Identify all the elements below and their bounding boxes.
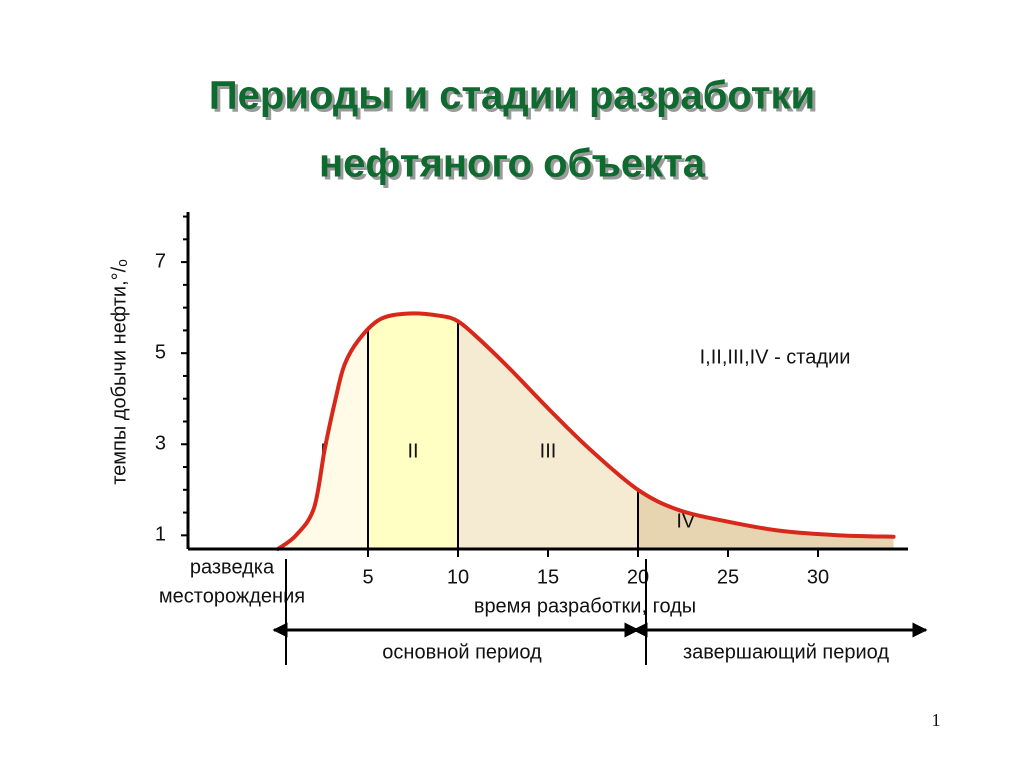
stage-area: [638, 313, 894, 549]
x-tick-label: 10: [447, 566, 469, 588]
stage-label: II: [407, 440, 418, 462]
exploration-label: месторождения: [159, 585, 305, 607]
y-axis-label: темпы добычи нефти,°/ₒ: [108, 259, 130, 485]
y-tick-label: 3: [155, 433, 166, 455]
y-tick-label: 7: [155, 250, 166, 272]
production-curve: [276, 311, 896, 551]
note: I,II,III,IV - стадии: [700, 346, 851, 368]
y-tick-label: 1: [155, 524, 166, 546]
title: нефтяного объекта: [319, 142, 706, 186]
stage-area: [278, 313, 368, 549]
period-label: основной период: [382, 641, 542, 663]
exploration-label: разведка: [190, 556, 275, 578]
y-tick-label: 5: [155, 341, 166, 363]
stage-label: III: [540, 440, 557, 462]
period-label: завершающий период: [683, 641, 889, 663]
title-shadow: нефтяного объекта: [322, 145, 709, 189]
x-axis-label: время разработки, годы: [474, 595, 696, 617]
x-tick-label: 20: [627, 566, 649, 588]
x-tick-label: 25: [717, 566, 739, 588]
stage-area: [458, 313, 638, 549]
page-number: 1: [932, 710, 941, 730]
x-tick-label: 30: [807, 566, 829, 588]
x-tick-label: 5: [362, 566, 373, 588]
title-shadow: Периоды и стадии разработки: [212, 77, 818, 121]
stage-area: [368, 313, 458, 549]
title: Периоды и стадии разработки: [209, 74, 815, 118]
x-tick-label: 15: [537, 566, 559, 588]
